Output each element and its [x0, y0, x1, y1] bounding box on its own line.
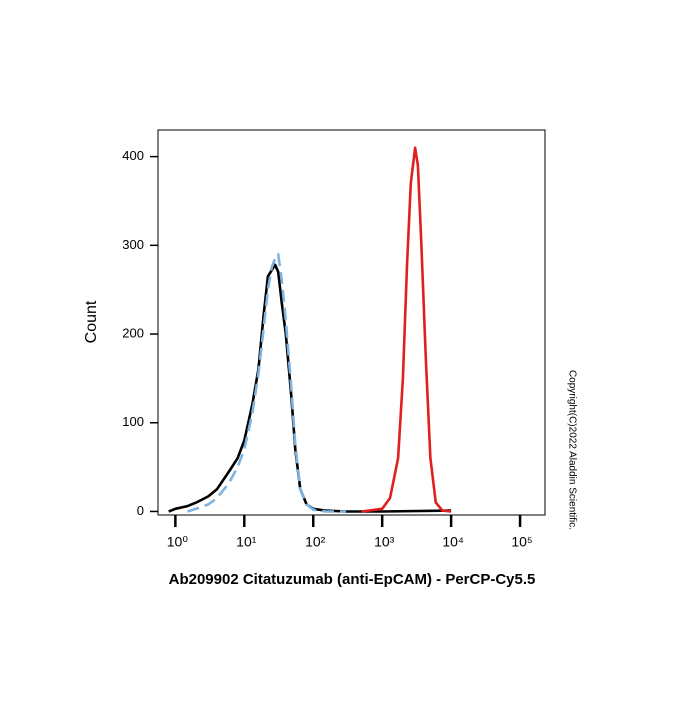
- y-axis-title: Count: [83, 300, 100, 343]
- y-tick-label: 100: [122, 414, 144, 429]
- histogram-line: [361, 146, 452, 513]
- plot-frame: [157, 129, 546, 516]
- y-tick-label: 400: [122, 148, 144, 163]
- histogram-line: [187, 252, 347, 513]
- y-tick-label: 200: [122, 325, 144, 340]
- x-tick-label: 10¹: [236, 534, 257, 550]
- y-tick-label: 0: [137, 503, 144, 518]
- x-tick-label: 10⁵: [511, 534, 532, 550]
- x-axis-title: Ab209902 Citatuzumab (anti-EpCAM) - PerC…: [169, 571, 536, 588]
- histogram-line: [168, 263, 452, 513]
- copyright: Copyright(C)2022 Aladdin Scientific.: [566, 370, 577, 530]
- x-tick-label: 10³: [374, 534, 395, 550]
- x-tick-label: 10⁴: [442, 534, 464, 550]
- x-tick-label: 10⁰: [167, 534, 189, 550]
- x-tick-label: 10²: [305, 534, 326, 550]
- y-tick-label: 300: [122, 237, 144, 252]
